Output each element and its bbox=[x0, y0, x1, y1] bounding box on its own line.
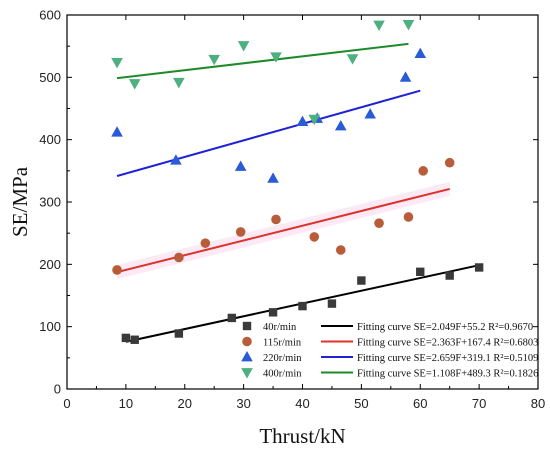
data-point bbox=[334, 119, 347, 131]
data-point bbox=[234, 160, 247, 171]
legend-fit-label: Fitting curve SE=2.659F+319.1 R²=0.5109 bbox=[357, 353, 538, 364]
data-point bbox=[111, 57, 123, 69]
data-point bbox=[444, 157, 455, 168]
data-point bbox=[270, 52, 282, 63]
legend-series-name: 40r/min bbox=[263, 322, 297, 333]
legend-series-name: 400r/min bbox=[263, 368, 302, 379]
x-tick-label: 60 bbox=[413, 396, 427, 411]
legend-fit-label: Fitting curve SE=2.049F+55.2 R²=0.9670 bbox=[357, 322, 533, 333]
fit-line-220r-min bbox=[116, 89, 421, 177]
y-tick-label: 0 bbox=[54, 382, 61, 397]
data-point bbox=[416, 267, 425, 277]
data-point bbox=[112, 265, 122, 275]
data-point bbox=[335, 245, 346, 255]
plot-frame bbox=[66, 14, 539, 390]
data-point bbox=[374, 218, 384, 228]
data-point bbox=[174, 329, 184, 338]
fit-line-115r-min bbox=[116, 187, 450, 274]
data-point bbox=[174, 252, 184, 263]
data-point bbox=[445, 271, 454, 280]
data-point bbox=[346, 54, 359, 65]
legend-marker bbox=[241, 368, 253, 379]
data-point bbox=[308, 114, 321, 126]
x-tick-label: 70 bbox=[472, 396, 486, 411]
data-point bbox=[128, 79, 141, 90]
data-point bbox=[373, 20, 385, 31]
data-point bbox=[227, 313, 237, 323]
legend: 40r/min Fitting curve SE=2.049F+55.2 R²=0… bbox=[241, 321, 538, 379]
x-tick-label: 40 bbox=[295, 396, 309, 411]
y-tick-label: 100 bbox=[39, 319, 61, 334]
data-point bbox=[271, 214, 281, 225]
x-tick-label: 50 bbox=[354, 396, 368, 411]
data-point bbox=[267, 172, 279, 183]
data-points bbox=[111, 19, 484, 344]
x-tick-label: 10 bbox=[119, 396, 133, 411]
data-point bbox=[111, 126, 123, 137]
y-tick-label: 400 bbox=[39, 132, 61, 147]
data-point bbox=[357, 276, 366, 285]
axis-ticks: 0 10 20 30 40 50 60 70 80 0 100 200 300 400 500 600 bbox=[39, 8, 545, 412]
data-point bbox=[418, 166, 428, 176]
x-axis-title: Thrust/kN bbox=[259, 424, 345, 448]
data-point bbox=[130, 335, 139, 344]
data-point bbox=[309, 232, 320, 242]
y-tick-label: 600 bbox=[39, 8, 61, 23]
data-point bbox=[173, 77, 185, 89]
data-point bbox=[235, 227, 246, 237]
data-point bbox=[403, 212, 414, 222]
legend-marker bbox=[241, 351, 253, 362]
data-point bbox=[474, 263, 484, 272]
data-point bbox=[208, 54, 220, 66]
x-tick-label: 20 bbox=[178, 396, 192, 411]
data-point bbox=[121, 333, 131, 343]
legend-series-name: 220r/min bbox=[263, 353, 302, 364]
data-point bbox=[268, 308, 278, 317]
x-tick-label: 80 bbox=[531, 396, 545, 411]
y-tick-label: 200 bbox=[39, 257, 61, 272]
legend-fit-label: Fitting curve SE=1.108F+489.3 R²=0.1826 bbox=[357, 368, 538, 379]
legend-series-name: 115r/min bbox=[263, 337, 302, 348]
y-tick-label: 500 bbox=[39, 70, 61, 85]
data-point bbox=[399, 71, 412, 82]
y-axis-title: SE/MPa bbox=[8, 166, 32, 237]
data-point bbox=[402, 19, 415, 31]
data-point bbox=[414, 47, 427, 59]
x-tick-label: 0 bbox=[63, 396, 70, 411]
y-tick-label: 300 bbox=[39, 195, 61, 210]
data-point bbox=[170, 154, 182, 165]
data-point bbox=[237, 41, 250, 52]
fit-line-400r-min bbox=[116, 42, 409, 80]
data-point bbox=[296, 115, 309, 126]
legend-marker bbox=[242, 321, 252, 331]
legend-marker bbox=[242, 336, 252, 347]
data-point bbox=[298, 301, 307, 311]
data-point bbox=[200, 238, 211, 248]
data-point bbox=[364, 108, 377, 119]
data-point bbox=[327, 299, 337, 308]
x-tick-label: 30 bbox=[236, 396, 250, 411]
legend-fit-label: Fitting curve SE=2.363F+167.4 R²=0.6803 bbox=[357, 337, 538, 348]
